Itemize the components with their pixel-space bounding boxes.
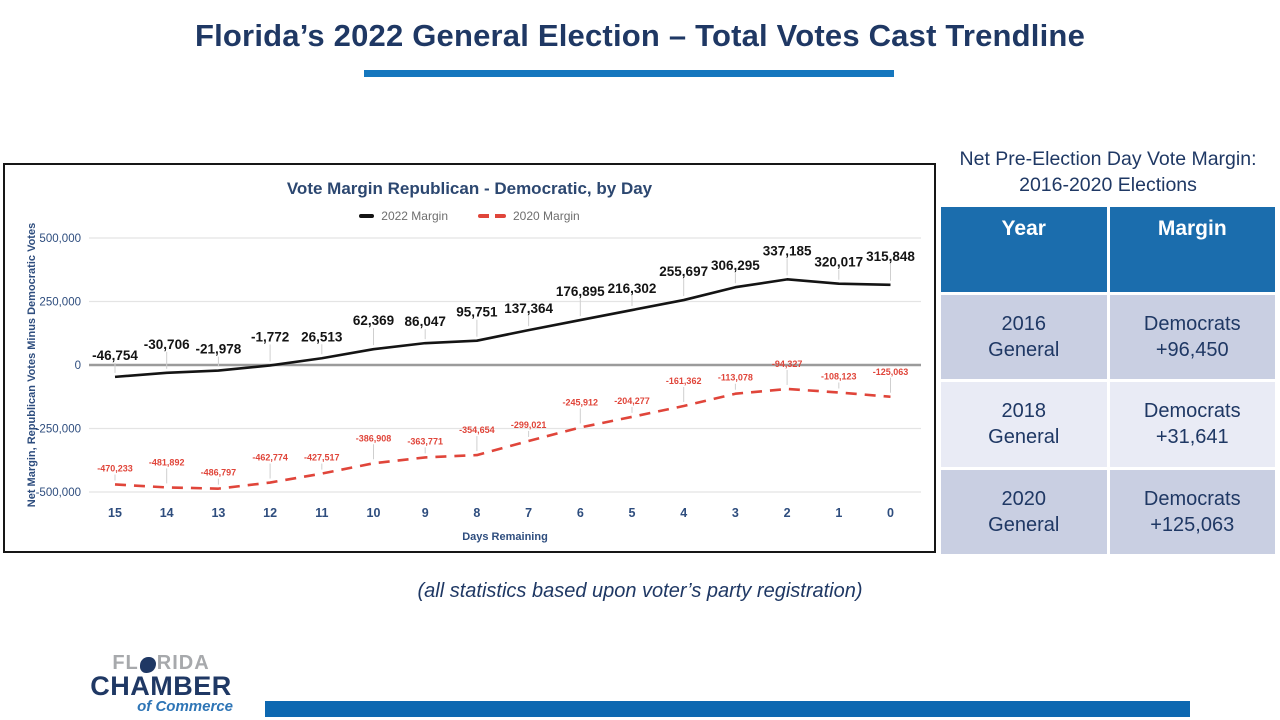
x-axis-tick-label: 8 xyxy=(473,506,480,520)
legend-2020-label: 2020 Margin xyxy=(513,209,580,223)
chart-legend: 2022 Margin 2020 Margin xyxy=(5,209,934,223)
y-axis-tick-label: 250,000 xyxy=(39,297,81,309)
x-axis-tick-label: 11 xyxy=(315,506,328,520)
table-row-2018-margin-cell: Democrats +31,641 xyxy=(1109,382,1275,467)
data-label: -94,327 xyxy=(772,359,803,369)
legend-2022-swatch xyxy=(359,214,375,218)
x-axis-tick-label: 4 xyxy=(680,506,687,520)
legend-item-2022: 2022 Margin xyxy=(359,209,448,223)
legend-2020-swatch xyxy=(478,214,506,218)
table-row-2018-year-cell: 2018 General xyxy=(941,382,1107,467)
data-label: -1,772 xyxy=(251,329,289,344)
margin-line-2022 xyxy=(114,278,891,379)
data-label: 315,848 xyxy=(866,249,915,264)
data-label: -125,063 xyxy=(873,367,909,377)
chart-card: 500,000 250,000 0 -250,000 -500,000 15 14 13 12 1… xyxy=(3,163,936,553)
table-row-2020-margin-cell: Democrats +125,063 xyxy=(1109,469,1275,554)
florida-state-icon xyxy=(139,656,156,673)
bottom-accent-bar xyxy=(265,701,1190,717)
data-label: -462,774 xyxy=(252,453,288,463)
data-label: -427,517 xyxy=(304,453,340,463)
x-axis-tick-label: 5 xyxy=(629,506,636,520)
data-label: -30,706 xyxy=(144,337,190,352)
margin-line-2020 xyxy=(114,387,891,490)
data-label: 255,697 xyxy=(659,264,708,279)
table-header-year: Year xyxy=(941,207,1107,292)
table-row-2016-year-cell: 2016 General xyxy=(941,295,1107,380)
x-axis-title: Days Remaining xyxy=(462,531,548,543)
data-label: -470,233 xyxy=(97,463,133,473)
y-axis-tick-label: 0 xyxy=(75,360,81,372)
data-label: -204,277 xyxy=(614,396,650,406)
data-label: -245,912 xyxy=(563,397,599,407)
data-label: -386,908 xyxy=(356,433,392,443)
y-axis-tick-label: 500,000 xyxy=(39,233,81,245)
x-axis-tick-label: 6 xyxy=(577,506,584,520)
y-axis-tick-label: -250,000 xyxy=(36,424,81,436)
data-label: -486,797 xyxy=(201,468,237,478)
data-label: -481,892 xyxy=(149,457,185,467)
x-axis-tick-label: 3 xyxy=(732,506,739,520)
x-axis-tick-label: 12 xyxy=(263,506,277,520)
margin-table: Year Margin 2016 General Democrats +96,4… xyxy=(941,207,1275,554)
data-label: -354,654 xyxy=(459,425,495,435)
logo-chamber-text: CHAMBER xyxy=(90,671,232,701)
data-label: 176,895 xyxy=(556,284,605,299)
chart-title: Vote Margin Republican - Democratic, by … xyxy=(286,179,653,198)
data-label: -113,078 xyxy=(718,373,753,383)
table-row-2016-margin-cell: Democrats +96,450 xyxy=(1109,295,1275,380)
data-label: -363,771 xyxy=(407,436,443,446)
data-label: 216,302 xyxy=(608,281,657,296)
legend-2022-label: 2022 Margin xyxy=(381,209,448,223)
x-axis-tick-label: 13 xyxy=(211,506,225,520)
data-label: -21,978 xyxy=(196,342,242,357)
x-axis-tick-label: 7 xyxy=(525,506,532,520)
data-label: -46,754 xyxy=(92,348,138,363)
y-axis-title: Net Margin, Republican Votes Minus Democ… xyxy=(26,223,38,507)
x-axis-tick-label: 14 xyxy=(160,506,174,520)
x-axis-tick-label: 2 xyxy=(784,506,791,520)
y-axis-tick-label: -500,000 xyxy=(36,487,81,499)
data-label: 306,295 xyxy=(711,258,760,273)
x-axis-tick-label: 10 xyxy=(367,506,381,520)
data-label: 95,751 xyxy=(456,305,498,320)
table-row-2020-year-cell: 2020 General xyxy=(941,469,1107,554)
data-label: 86,047 xyxy=(405,314,446,329)
data-label: -299,021 xyxy=(511,420,547,430)
x-axis-tick-label: 0 xyxy=(887,506,894,520)
logo-florida-text: FL RIDA xyxy=(112,652,210,674)
data-label: 337,185 xyxy=(763,243,812,258)
legend-item-2020: 2020 Margin xyxy=(478,209,580,223)
page-title: Florida’s 2022 General Election – Total … xyxy=(194,18,1086,53)
data-label: 320,017 xyxy=(814,255,863,270)
data-label: -161,362 xyxy=(666,376,702,386)
data-label: 137,364 xyxy=(504,301,553,316)
footnote: (all statistics based upon voter’s party… xyxy=(417,580,863,602)
logo-of-commerce-text: of Commerce xyxy=(137,698,233,715)
florida-chamber-logo: FL RIDA CHAMBER of Commerce xyxy=(85,652,237,715)
x-axis-tick-label: 15 xyxy=(108,506,122,520)
table-header-margin: Margin xyxy=(1109,207,1275,292)
table-heading: Net Pre-Election Day Vote Margin: 2016-2… xyxy=(959,148,1257,197)
title-underline xyxy=(364,70,894,77)
x-axis-tick-label: 9 xyxy=(422,506,429,520)
data-label: -108,123 xyxy=(821,371,857,381)
data-label: 26,513 xyxy=(301,329,343,344)
x-axis-tick-label: 1 xyxy=(835,506,842,520)
data-label: 62,369 xyxy=(353,313,394,328)
